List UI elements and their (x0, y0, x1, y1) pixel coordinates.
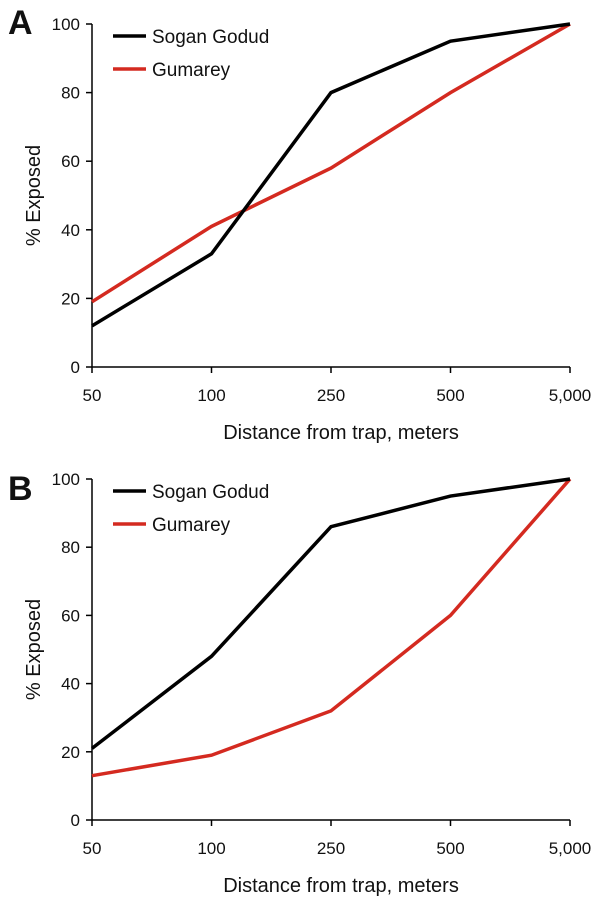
chart-b-series-line (91, 477, 572, 778)
chart-a-y-tick-label: 20 (61, 289, 80, 308)
chart-b-y-tick-label: 0 (71, 811, 80, 830)
chart-b-series-line (90, 477, 571, 750)
chart-a-legend-label: Sogan Godud (152, 27, 269, 48)
chart-b-legend-label: Sogan Godud (152, 482, 269, 503)
chart-a-legend-label: Gumarey (152, 60, 231, 81)
chart-panel-b: B 0 20 40 60 80 100 50 100 250 500 5,000 Distance f… (0, 454, 600, 908)
chart-a-series-line (91, 22, 571, 328)
chart-b-y-tick-label: 100 (52, 470, 80, 489)
chart-a-y-tick-label: 60 (61, 152, 80, 171)
chart-b-x-tick-label: 250 (317, 839, 345, 858)
chart-b-x-tick-label: 50 (83, 839, 102, 858)
panel-label-b: B (8, 470, 33, 508)
chart-b-x-tick-label: 100 (197, 839, 225, 858)
chart-a-y-axis-title: % Exposed (23, 145, 45, 246)
chart-a-y-tick-label: 100 (52, 15, 80, 34)
chart-a-x-tick-label: 50 (83, 386, 102, 405)
chart-b-x-tick-label: 5,000 (549, 839, 592, 858)
chart-a-series-line (91, 22, 571, 304)
chart-a-y-tick-label: 40 (61, 221, 80, 240)
panel-label-a: A (8, 4, 33, 42)
chart-a-x-tick-label: 5,000 (549, 386, 592, 405)
chart-panel-a: A 0 20 40 60 80 100 50 100 250 500 5,000 Distance f… (8, 4, 592, 444)
chart-a-y-tick-label: 0 (71, 358, 80, 377)
chart-b-svg: 0 20 40 60 80 100 50 100 250 500 5,000 Distance fro… (23, 470, 592, 897)
chart-b-y-tick-label: 60 (61, 606, 80, 625)
chart-a-svg: 0 20 40 60 80 100 50 100 250 500 5,000 Distance fro… (23, 15, 592, 444)
chart-b-y-tick-label: 40 (61, 675, 80, 694)
chart-b-x-tick-label: 500 (436, 839, 464, 858)
chart-b-x-axis-title: Distance from trap, meters (223, 875, 459, 897)
chart-b-y-axis-title: % Exposed (23, 599, 45, 700)
chart-a-y-tick-label: 80 (61, 84, 80, 103)
chart-a-x-tick-label: 250 (317, 386, 345, 405)
chart-a-x-axis-title: Distance from trap, meters (223, 422, 459, 444)
chart-b-y-tick-label: 80 (61, 538, 80, 557)
chart-b-legend-label: Gumarey (152, 515, 231, 536)
chart-a-x-tick-label: 100 (197, 386, 225, 405)
chart-a-x-tick-label: 500 (436, 386, 464, 405)
chart-b-y-tick-label: 20 (61, 743, 80, 762)
